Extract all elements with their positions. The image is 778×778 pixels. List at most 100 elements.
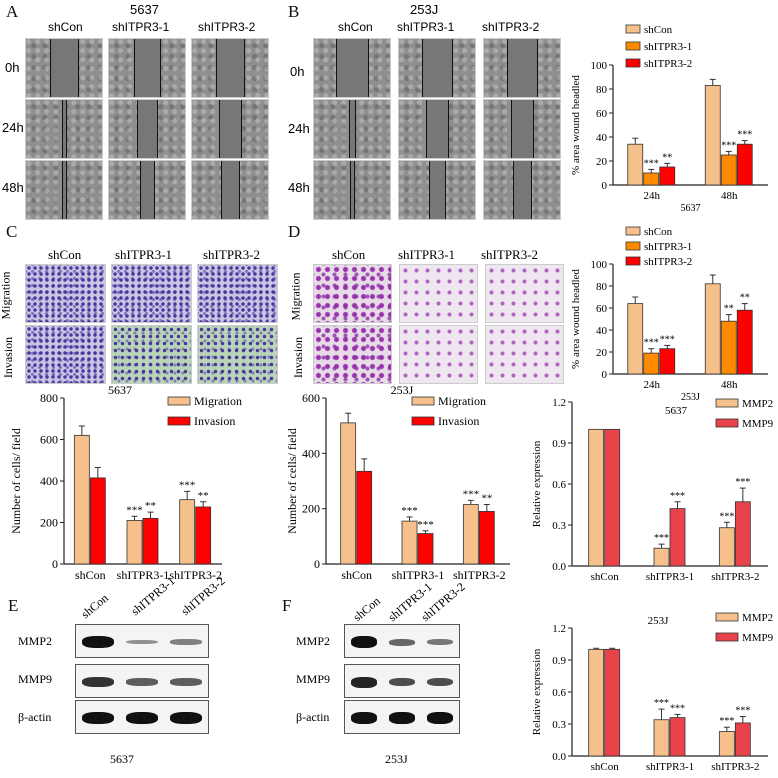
y-tick-label: 0 (602, 180, 608, 192)
chart-title: 5637 (665, 405, 688, 417)
panel-a-micrograph-r1c2 (191, 99, 269, 159)
panel-a-micrograph-r2c0 (25, 160, 103, 220)
panel-b-micrograph-r1c0 (313, 99, 391, 159)
significance-label: *** (417, 519, 434, 531)
panel-c-micrograph-r0c0 (25, 264, 106, 323)
bar (643, 172, 660, 186)
panel-d-col-shitpr3-2: shITPR3-2 (481, 247, 539, 262)
blot-e-lane-shcon: shCon (78, 590, 111, 622)
panel-d-row-invasion: Invasion (291, 336, 306, 379)
chart-title: 253J (391, 384, 414, 397)
bar (720, 154, 737, 186)
panel-b-title: 253J (410, 2, 439, 17)
legend-label: shITPR3-2 (644, 256, 692, 268)
y-tick-label: 100 (591, 60, 608, 72)
legend-label: Invasion (438, 414, 479, 428)
bar (659, 166, 676, 186)
legend-swatch (715, 398, 739, 408)
significance-label: ** (198, 490, 209, 502)
y-tick-label: 200 (302, 502, 320, 516)
panel-d-micrograph-r1c0 (313, 325, 392, 384)
panel-c-row-invasion: Invasion (1, 336, 16, 379)
bar (604, 648, 621, 757)
significance-label: *** (719, 716, 734, 727)
blot-e-strip-1 (75, 664, 209, 698)
panel-c-micrograph-r0c2 (197, 264, 278, 323)
panel-b-micrograph-r0c2 (483, 38, 561, 98)
bar (142, 517, 159, 565)
bar (89, 477, 106, 565)
legend-label: MMP9 (742, 632, 774, 644)
blot-f-band-r2-l1 (389, 712, 415, 724)
x-caption: 5637 (681, 203, 701, 214)
y-tick-label: 0.9 (552, 438, 566, 450)
blot-e-band-r2-l0 (82, 712, 114, 724)
y-tick-label: 800 (40, 391, 58, 405)
legend-swatch (167, 396, 191, 406)
x-tick-label: shITPR3-1 (646, 761, 694, 773)
panel-a-micrograph-r0c2 (191, 38, 269, 98)
legend-label: Invasion (194, 414, 235, 428)
significance-label: *** (401, 505, 418, 517)
blot-f-lane-shcon: shCon (350, 593, 383, 625)
blot-f-band-r0-l0 (351, 636, 377, 648)
blot-e-strip-2 (75, 700, 209, 734)
blot-e-strip-0 (75, 624, 209, 658)
y-tick-label: 0.6 (552, 479, 566, 491)
x-tick-label: shITPR3-1 (646, 571, 694, 583)
x-tick-label: shITPR3-2 (711, 571, 759, 583)
significance-label: ** (724, 304, 734, 315)
blot-f-band-r1-l0 (351, 676, 377, 688)
y-tick-label: 0 (602, 369, 608, 381)
panel-a-micrograph-r0c0 (25, 38, 103, 98)
blot-f-band-r2-l0 (351, 712, 377, 724)
bar (720, 320, 737, 375)
bar (462, 504, 479, 565)
panel-b-micrograph-r2c0 (313, 160, 391, 220)
legend-swatch (411, 396, 435, 406)
significance-label: *** (719, 511, 734, 522)
legend-swatch (625, 24, 641, 34)
legend-label: shITPR3-2 (644, 58, 692, 70)
panel-a-micrograph-r1c1 (108, 99, 186, 159)
blot-e-row-actin: β-actin (18, 710, 52, 724)
blot-f-caption: 253J (385, 752, 408, 766)
panel-b-col-shcon: shCon (338, 20, 373, 34)
panel-a-micrograph-r1c0 (25, 99, 103, 159)
x-tick-label: shCon (75, 568, 106, 582)
legend-swatch (411, 416, 435, 426)
y-tick-label: 60 (596, 108, 608, 120)
panel-b-row-48h: 48h (288, 180, 310, 195)
blot-f-row-mmp9: MMP9 (296, 672, 331, 686)
blot-e-band-r1-l0 (82, 677, 114, 687)
y-tick-label: 0 (52, 557, 58, 571)
bar (604, 428, 621, 567)
y-tick-label: 1.2 (552, 623, 566, 635)
significance-label: ** (740, 293, 750, 304)
bar (653, 719, 670, 757)
significance-label: *** (644, 158, 659, 169)
legend-label: shITPR3-1 (644, 41, 692, 53)
legend-swatch (167, 416, 191, 426)
blot-f-band-r0-l1 (389, 638, 415, 646)
panel-c-micrograph-r1c2 (197, 325, 278, 384)
panel-b-micrograph-r1c1 (398, 99, 476, 159)
x-tick-label: shITPR3-2 (453, 568, 506, 582)
significance-label: *** (735, 706, 750, 717)
bar (588, 648, 605, 757)
blot-e-band-r0-l1 (126, 639, 158, 645)
panel-c-col-shitpr3-1: shITPR3-1 (115, 247, 173, 262)
bar (734, 501, 751, 567)
panel-b-micrograph-r0c1 (398, 38, 476, 98)
bar (417, 533, 434, 565)
significance-label: *** (654, 698, 669, 709)
y-tick-label: 80 (596, 84, 608, 96)
blot-e-band-r0-l2 (170, 639, 202, 645)
panel-a-col-shitpr3-2: shITPR3-2 (198, 20, 256, 34)
legend-label: MMP9 (742, 418, 774, 430)
significance-label: *** (463, 488, 480, 500)
panel-d-micrograph-r1c1 (399, 325, 478, 384)
panel-d-col-shcon: shCon (332, 247, 366, 262)
panel-b-col-shitpr3-2: shITPR3-2 (482, 20, 540, 34)
significance-label: *** (737, 130, 752, 141)
